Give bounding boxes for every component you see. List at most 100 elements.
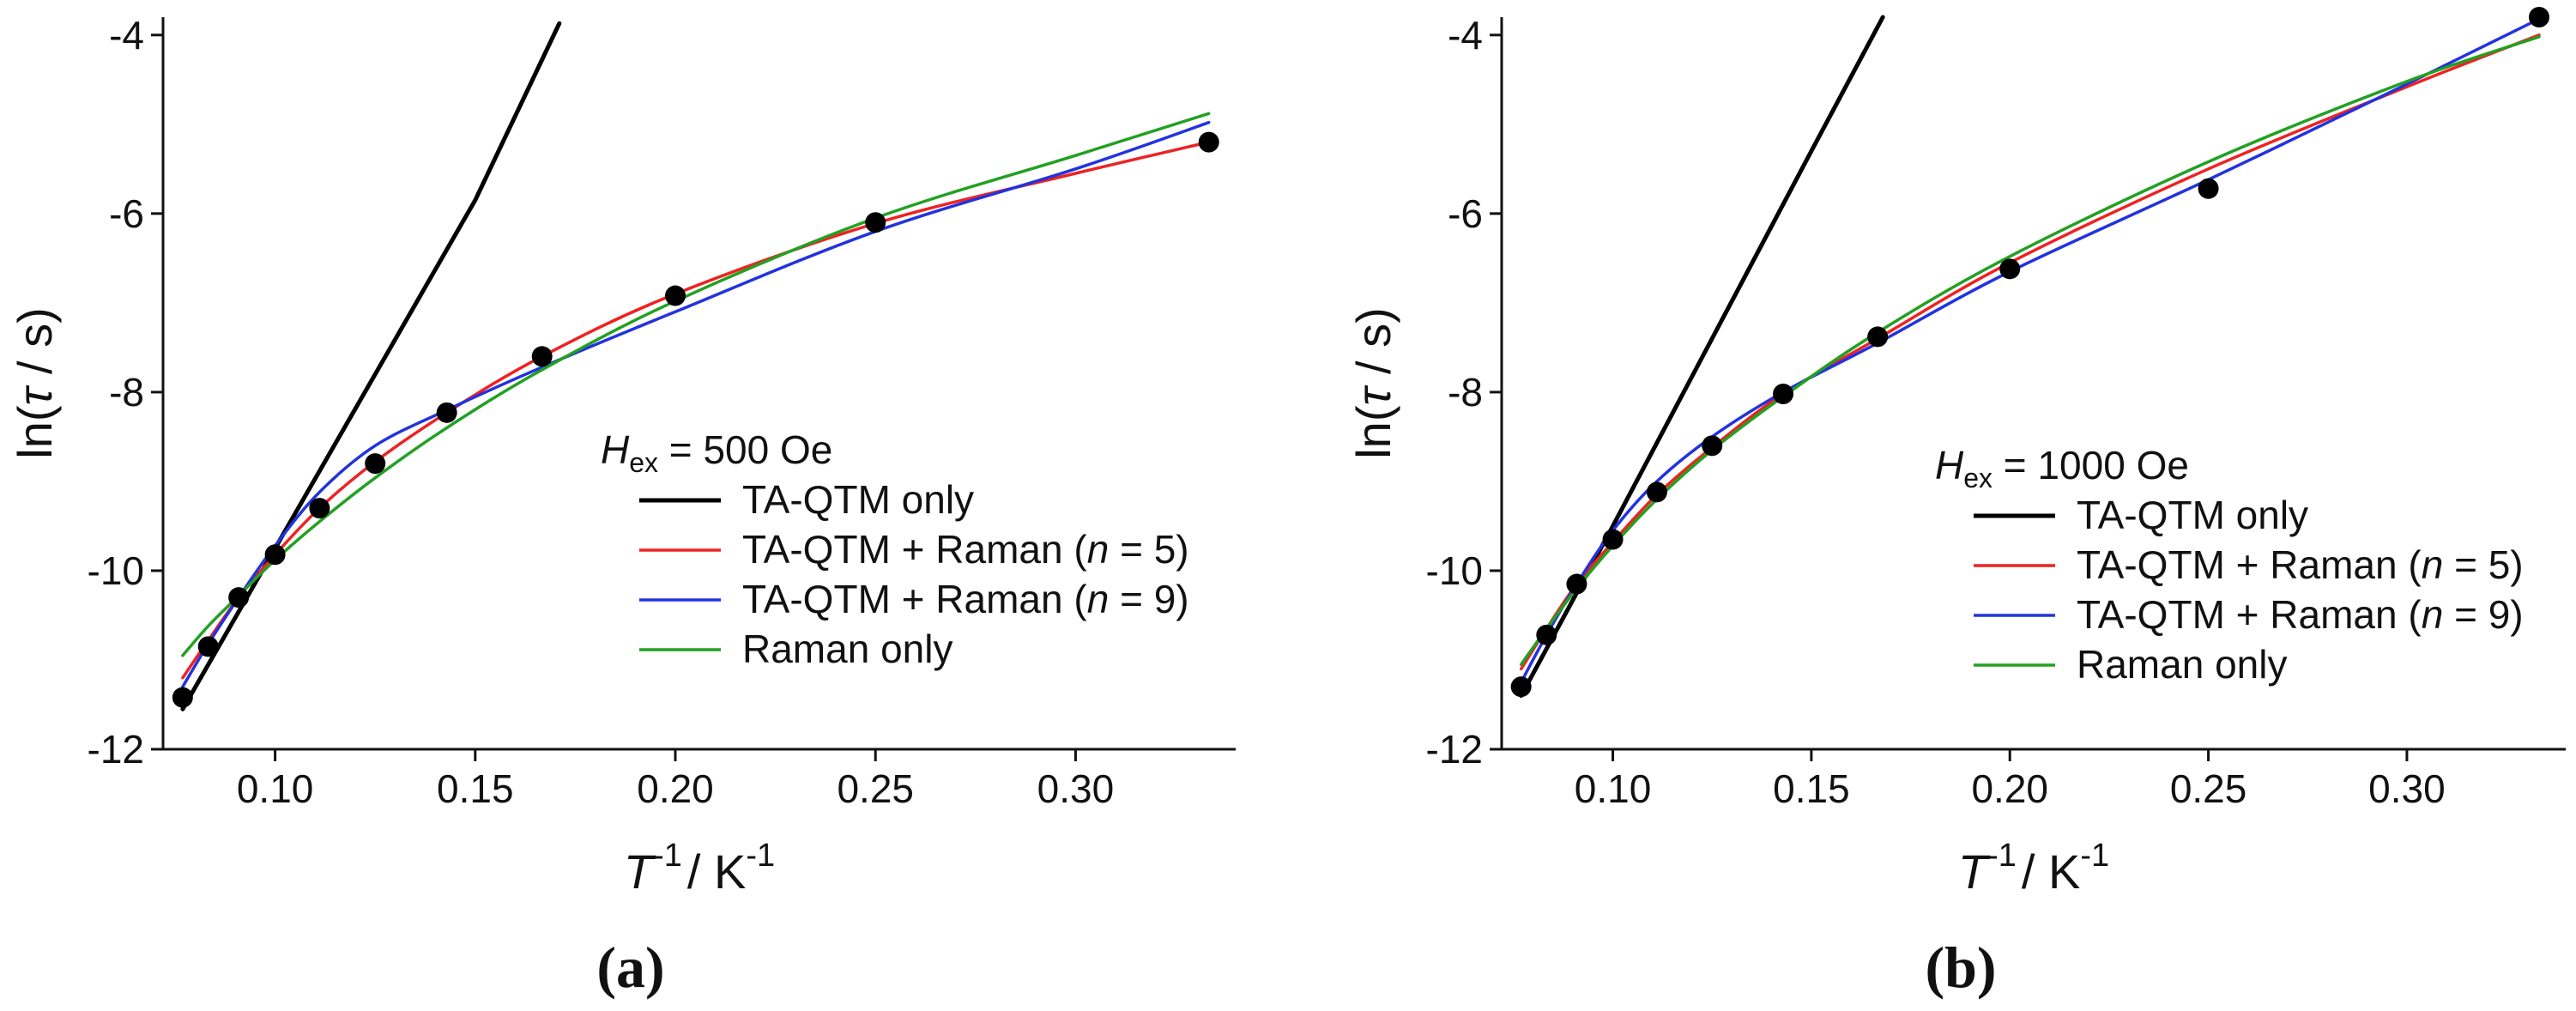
legend-title-symbol: H [1935, 443, 1964, 487]
x-axis-label-exp: -1 [653, 838, 682, 874]
legend-label-part: n [1087, 577, 1110, 621]
data-point [1646, 481, 1667, 503]
data-point [1773, 383, 1794, 404]
y-tick-label: -12 [1426, 727, 1483, 772]
legend-label-part: n [1087, 527, 1110, 572]
x-tick-label: 0.15 [1773, 766, 1850, 811]
legend-label-part: TA-QTM only [2077, 493, 2308, 537]
data-point [264, 544, 286, 566]
y-tick-label: -8 [109, 370, 144, 415]
data-point [665, 285, 686, 306]
data-points [172, 131, 1219, 708]
data-point [1536, 624, 1557, 645]
x-axis-label-unit-exp: -1 [746, 838, 775, 874]
x-tick-label: 0.10 [237, 766, 314, 811]
series-line-raman [181, 112, 1211, 657]
legend-label-r5: TA-QTM + Raman (n = 5) [742, 527, 1189, 572]
legend-label-part: n [2422, 592, 2444, 637]
x-tick-label: 0.25 [837, 766, 914, 811]
data-point [1702, 435, 1723, 457]
x-tick-label: 0.20 [1971, 766, 2048, 811]
legend-label-part: n [2422, 542, 2444, 587]
y-tick-label: -8 [1448, 370, 1483, 415]
legend-label-part: TA-QTM + Raman ( [742, 527, 1087, 572]
data-point [1510, 676, 1532, 698]
legend-label-part: Raman only [742, 627, 952, 671]
legend-label-ta: TA-QTM only [742, 477, 974, 522]
x-axis-label-symbol: T [1958, 845, 1991, 899]
series-lines [1519, 15, 2541, 699]
chart-panel-a: -12 -10 -8 -6 -4 0.10 0.15 0.20 0.25 0.30 Hex = 50… [8, 13, 1236, 1000]
legend-label-part: TA-QTM + Raman ( [742, 577, 1087, 621]
data-point [1602, 529, 1624, 550]
chart-panel-b: -12 -10 -8 -6 -4 0.10 0.15 0.20 0.25 0.30 Hex = 10… [1346, 7, 2566, 1000]
x-tick-label: 0.30 [1037, 766, 1115, 811]
series-line-r9 [181, 120, 1211, 688]
legend-title-value: = 500 Oe [658, 427, 832, 472]
legend-label-part: = 5) [1109, 527, 1188, 572]
x-axis-label-unit: / K [687, 845, 746, 899]
data-point [531, 346, 553, 367]
data-point [197, 636, 219, 657]
y-tick-label: -4 [1448, 13, 1483, 58]
legend-title-subscript: ex [1963, 463, 1992, 493]
legend-title-symbol: H [601, 427, 630, 472]
y-tick-label: -12 [88, 727, 144, 772]
y-tick-label: -6 [109, 191, 144, 236]
legend-label-part: TA-QTM + Raman ( [2077, 592, 2422, 637]
series-line-r9 [1519, 17, 2541, 684]
y-axis-label-pre: ln( [8, 405, 62, 459]
panel-label: (b) [1925, 935, 1996, 1000]
series-line-raman [1519, 35, 2541, 666]
x-tick-label: 0.30 [2368, 766, 2446, 811]
legend-title-subscript: ex [629, 447, 658, 478]
data-point [172, 687, 193, 708]
x-axis-label-symbol: T [624, 845, 656, 899]
legend-label-part: TA-QTM only [742, 477, 974, 522]
x-axis-label-unit-exp: -1 [2080, 838, 2109, 874]
y-axis-label-tau: τ [1346, 385, 1400, 406]
x-tick-label: 0.25 [2170, 766, 2247, 811]
x-tick-label: 0.10 [1575, 766, 1652, 811]
legend-label-part: TA-QTM + Raman ( [2077, 542, 2422, 587]
legend-label-r5: TA-QTM + Raman (n = 5) [2077, 542, 2524, 587]
legend-label-part: = 9) [2443, 592, 2523, 637]
x-axis-label: T-1/ K-1 [1958, 838, 2109, 899]
legend-label-raman: Raman only [2077, 642, 2287, 687]
data-point [365, 453, 386, 475]
y-axis-label-post: / s) [1346, 307, 1400, 387]
legend-label-part: = 5) [2443, 542, 2523, 587]
y-axis-label-post: / s) [8, 307, 62, 387]
y-axis-label-pre: ln( [1346, 405, 1400, 459]
legend-label-part: Raman only [2077, 642, 2287, 687]
y-axis-label: ln(τ / s) [8, 307, 62, 459]
x-axis-label: T-1/ K-1 [624, 838, 775, 899]
y-tick-label: -6 [1448, 191, 1483, 236]
y-axis-label-tau: τ [8, 385, 62, 406]
legend-label-r9: TA-QTM + Raman (n = 9) [742, 577, 1189, 621]
data-point [2198, 178, 2219, 199]
x-axis-label-unit: / K [2022, 845, 2080, 899]
data-point [2529, 7, 2549, 27]
legend-label-part: = 9) [1109, 577, 1188, 621]
data-point [309, 498, 330, 519]
legend-title: Hex = 500 Oe [601, 427, 832, 478]
legend-label-r9: TA-QTM + Raman (n = 9) [2077, 592, 2524, 637]
legend-title: Hex = 1000 Oe [1935, 443, 2189, 493]
y-axis-label: ln(τ / s) [1346, 307, 1400, 459]
x-tick-label: 0.15 [437, 766, 514, 811]
y-tick-label: -4 [109, 13, 144, 58]
legend-title-value: = 1000 Oe [1992, 443, 2189, 487]
data-point [1566, 573, 1587, 595]
y-tick-label: -10 [1426, 548, 1483, 593]
data-point [1867, 326, 1889, 348]
data-point [228, 587, 250, 608]
y-tick-label: -10 [88, 548, 144, 593]
panel-label: (a) [596, 935, 664, 1000]
data-point [436, 402, 457, 423]
data-point [865, 212, 886, 233]
x-axis-label-exp: -1 [1987, 838, 2017, 874]
